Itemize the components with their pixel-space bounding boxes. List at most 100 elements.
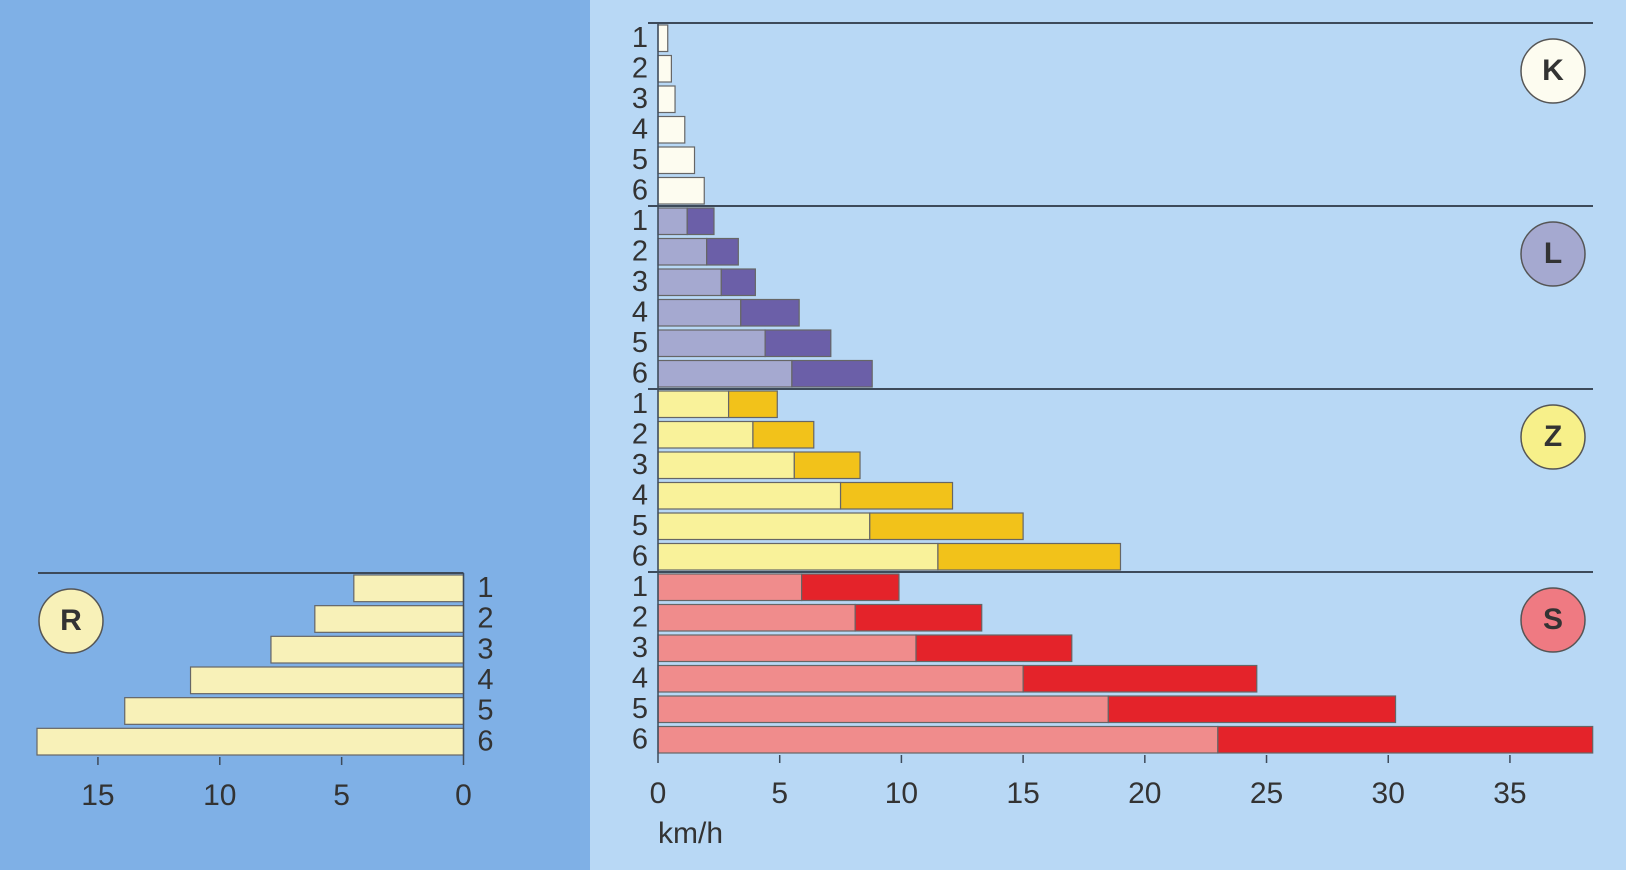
bar-segment	[839, 481, 954, 510]
row-label: 3	[632, 632, 648, 664]
bar-segment	[657, 207, 688, 236]
row-label: 3	[632, 83, 648, 115]
row-label: 4	[632, 113, 648, 145]
row-label: 1	[632, 571, 648, 603]
x-tick-label: 35	[1493, 777, 1526, 810]
bar-segment	[657, 573, 803, 602]
x-tick-label: 15	[81, 779, 114, 812]
group-badge	[1520, 221, 1586, 287]
bar-segment	[740, 298, 800, 327]
row-label: 3	[632, 266, 648, 298]
x-tick-label: 10	[203, 779, 236, 812]
bar-segment	[657, 634, 917, 663]
bar-segment	[657, 603, 856, 632]
bar-segment	[791, 359, 873, 388]
bar-segment	[686, 207, 715, 236]
row-label: 5	[632, 327, 648, 359]
row-label: 5	[477, 695, 493, 727]
row-label: 2	[632, 418, 648, 450]
bar-segment	[657, 329, 766, 358]
x-tick-label: 20	[1128, 777, 1161, 810]
bar-segment	[314, 605, 465, 633]
x-tick-label: 25	[1250, 777, 1283, 810]
left-panel	[0, 0, 590, 870]
bar-segment	[657, 725, 1219, 754]
bar-segment	[657, 695, 1109, 724]
bar-segment	[657, 24, 669, 53]
row-label: 6	[632, 174, 648, 206]
x-tick-label: 30	[1372, 777, 1405, 810]
bar-segment	[270, 635, 465, 664]
row-label: 6	[477, 725, 493, 757]
row-label: 3	[632, 449, 648, 481]
row-label: 1	[632, 22, 648, 54]
row-label: 2	[477, 603, 493, 635]
row-label: 2	[632, 601, 648, 633]
group-badge	[38, 588, 104, 654]
group-label: Z	[1544, 420, 1562, 453]
group-label: K	[1542, 54, 1564, 87]
bar-segment	[937, 542, 1122, 571]
row-label: 1	[632, 205, 648, 237]
bar-segment	[36, 727, 465, 756]
bar-segment	[1217, 725, 1594, 754]
bar-segment	[657, 420, 754, 449]
x-tick-label: 10	[885, 777, 918, 810]
bar-segment	[657, 359, 793, 388]
x-axis-label: km/h	[658, 817, 723, 850]
bar-segment	[657, 115, 686, 144]
bar-segment	[727, 390, 778, 419]
x-tick-label: 0	[455, 779, 472, 812]
bar-segment	[657, 298, 742, 327]
bar-segment	[657, 176, 705, 205]
bar-segment	[657, 85, 676, 114]
row-label: 1	[632, 388, 648, 420]
bar-segment	[764, 329, 832, 358]
bar-segment	[1022, 664, 1258, 693]
row-label: 6	[632, 357, 648, 389]
bar-segment	[793, 451, 861, 480]
bar-segment	[706, 237, 739, 266]
bar-segment	[657, 146, 696, 175]
bar-segment	[353, 574, 465, 603]
bar-segment	[657, 512, 871, 541]
group-badge	[1520, 587, 1586, 653]
group-label: R	[60, 604, 82, 637]
bar-segment	[869, 512, 1024, 541]
bar-segment	[657, 451, 795, 480]
row-label: 2	[632, 235, 648, 267]
row-label: 5	[632, 144, 648, 176]
bar-segment	[124, 697, 465, 725]
bar-segment	[854, 603, 983, 632]
group-label: S	[1543, 603, 1563, 636]
row-label: 4	[632, 479, 648, 511]
row-label: 4	[632, 662, 648, 694]
row-label: 5	[632, 693, 648, 725]
row-label: 3	[477, 633, 493, 665]
bar-segment	[752, 420, 815, 449]
row-label: 6	[632, 540, 648, 572]
x-tick-label: 15	[1006, 777, 1039, 810]
bar-segment	[657, 390, 730, 419]
bar-segment	[801, 573, 900, 602]
row-label: 1	[477, 572, 493, 604]
row-label: 2	[632, 52, 648, 84]
bar-segment	[657, 54, 672, 83]
bar-segment	[189, 666, 465, 695]
row-label: 4	[477, 664, 493, 696]
group-badge	[1520, 38, 1586, 104]
row-label: 4	[632, 296, 648, 328]
bar-segment	[657, 237, 708, 266]
x-tick-label: 0	[650, 777, 667, 810]
row-label: 6	[632, 723, 648, 755]
x-tick-label: 5	[333, 779, 350, 812]
bar-segment	[1107, 695, 1397, 724]
bar-segment	[720, 268, 756, 297]
bar-segment	[915, 634, 1073, 663]
bar-segment	[657, 542, 939, 571]
group-badge	[1520, 404, 1586, 470]
bar-segment	[657, 268, 722, 297]
row-label: 5	[632, 510, 648, 542]
